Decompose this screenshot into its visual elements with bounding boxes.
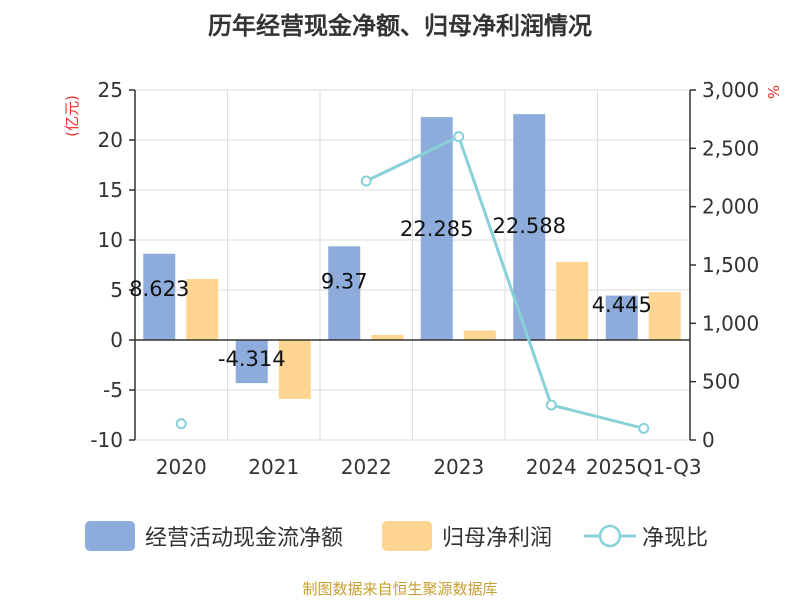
bar-series xyxy=(143,114,681,399)
bar-net-profit-2020 xyxy=(186,279,219,340)
y-left-tick-label--10: -10 xyxy=(90,428,123,452)
legend-swatch-net-profit xyxy=(382,521,432,551)
y-right-tick-label-1500: 1,500 xyxy=(702,253,759,277)
data-label-cashflow-2025Q1-Q3: 4.445 xyxy=(592,293,652,317)
axes: -10 -5 0 5 10 15 20 25 0 500 1,000 1,500 2,000 2,500 3… xyxy=(63,78,782,479)
bar-net-profit-2024 xyxy=(556,262,589,340)
ratio-segment-1 xyxy=(365,135,460,183)
combo-chart: -10 -5 0 5 10 15 20 25 0 500 1,000 1,500 2,000 2,500 3… xyxy=(63,78,782,479)
y-left-tick-label--5: -5 xyxy=(103,378,123,402)
y-right-tick-label-3000: 3,000 xyxy=(702,78,759,102)
data-label-cashflow-2021: -4.314 xyxy=(218,347,286,371)
legend-item-net-profit[interactable]: 归母净利润 xyxy=(382,516,552,556)
legend-label-cashflow: 经营活动现金流净额 xyxy=(145,526,344,551)
data-label-cashflow-2024: 22.588 xyxy=(493,214,566,238)
legend-swatch-ratio xyxy=(584,524,636,548)
bar-net-profit-2025Q1-Q3 xyxy=(648,292,681,340)
bar-cashflow-2020 xyxy=(143,253,176,340)
bar-net-profit-2022 xyxy=(371,335,404,340)
bar-cashflow-2022 xyxy=(328,246,361,340)
ratio-line-series xyxy=(175,131,650,434)
ratio-point-2020 xyxy=(175,418,187,430)
data-label-cashflow-2022: 9.37 xyxy=(321,269,368,293)
ratio-point-2023 xyxy=(453,131,465,143)
y-right-tick-label-1000: 1,000 xyxy=(702,311,759,335)
ratio-segment-3 xyxy=(550,403,645,430)
x-tick-label-2024: 2024 xyxy=(526,455,577,479)
x-tick-label-2021: 2021 xyxy=(248,455,299,479)
legend-label-net-profit: 归母净利润 xyxy=(442,526,553,551)
y-left-tick-label-25: 25 xyxy=(98,78,123,102)
grid-lines xyxy=(134,89,691,441)
bar-net-profit-2023 xyxy=(463,330,496,340)
x-tick-label-2023: 2023 xyxy=(433,455,484,479)
y-right-axis-label: % xyxy=(764,85,782,99)
chart-title: 历年经营现金净额、归母净利润情况 xyxy=(208,12,592,40)
ratio-point-2022 xyxy=(360,175,372,187)
x-tick-label-2022: 2022 xyxy=(341,455,392,479)
y-right-tick-label-0: 0 xyxy=(702,428,715,452)
bar-cashflow-2021 xyxy=(235,340,268,384)
bar-cashflow-2023 xyxy=(420,117,453,341)
bar-cashflow-2024 xyxy=(513,114,546,341)
y-left-tick-label-20: 20 xyxy=(98,128,123,152)
data-label-cashflow-2023: 22.285 xyxy=(400,217,473,241)
legend-item-ratio[interactable]: 净现比 xyxy=(582,516,708,556)
data-source-note: 制图数据来自恒生聚源数据库 xyxy=(302,580,498,598)
legend: 经营活动现金流净额 归母净利润 净现比 xyxy=(0,516,800,556)
y-right-tick-label-500: 500 xyxy=(702,370,740,394)
x-tick-label-2020: 2020 xyxy=(156,455,207,479)
y-left-tick-label-10: 10 xyxy=(98,228,123,252)
data-label-cashflow-2020: 8.623 xyxy=(129,277,189,301)
y-left-tick-label-15: 15 xyxy=(98,178,123,202)
bar-net-profit-2021 xyxy=(278,340,311,399)
bar-cashflow-2025Q1-Q3 xyxy=(605,295,638,340)
legend-item-cashflow[interactable]: 经营活动现金流净额 xyxy=(85,516,343,556)
data-labels: 8.623 -4.314 9.37 22.285 22.588 4.445 xyxy=(129,214,652,371)
y-left-tick-label-5: 5 xyxy=(110,278,123,302)
x-tick-label-2025Q1-Q3: 2025Q1-Q3 xyxy=(586,455,702,479)
y-left-tick-label-0: 0 xyxy=(110,328,123,352)
y-right-tick-label-2000: 2,000 xyxy=(702,195,759,219)
legend-label-ratio: 净现比 xyxy=(642,526,709,551)
ratio-segment-2 xyxy=(457,136,553,406)
ratio-point-2025Q1-Q3 xyxy=(638,422,650,434)
ratio-point-2024 xyxy=(545,399,557,411)
legend-swatch-cashflow xyxy=(85,521,135,551)
y-right-tick-label-2500: 2,500 xyxy=(702,136,759,160)
y-left-axis-label: (亿元) xyxy=(63,95,81,137)
